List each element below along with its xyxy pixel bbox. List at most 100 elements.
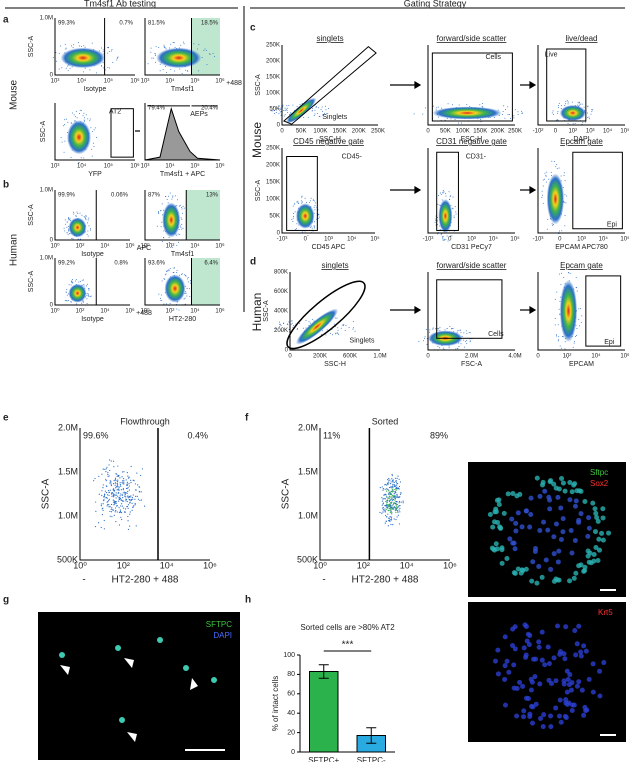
x-tick-label: 10⁴ [190,243,200,250]
scatter-dot [284,114,286,116]
scatter-dot [296,223,298,225]
scatter-dot [129,525,131,527]
cell [539,657,545,663]
scatter-dot [88,288,90,290]
scatter-dot [381,512,383,514]
scatter-dot [114,482,117,484]
scatter-dot [65,48,67,50]
scatter-dot [80,157,82,159]
x-tick-label: -10³ [277,237,288,243]
scatter-dot [181,218,183,220]
scatter-dot [586,112,588,114]
scatter-dot [510,117,512,119]
scatter-dot [64,223,66,225]
scatter-dot [73,114,75,116]
scatter-dot [171,246,173,248]
scatter-dot [434,221,436,223]
scatter-dot [169,268,171,270]
scatter-dot [68,284,70,286]
scatter-dot [390,518,393,520]
cell [515,510,521,516]
cell [527,632,533,638]
scatter-dot [586,117,588,119]
scatter-dot [108,492,110,494]
scatter-dot [118,511,121,514]
scatter-dot [565,202,567,204]
cell [564,668,570,674]
header: Tm4sf1 Ab testing [84,0,156,8]
scatter-dot [208,53,210,55]
plot-title: singlets [321,261,348,270]
x-axis-label: SSC-H [319,136,341,143]
scatter-dot [73,211,75,213]
scatter-dot [113,490,115,492]
scatter-dot [591,109,593,111]
scatter-dot [165,303,167,305]
gate [585,275,622,347]
x-axis-label: Isotype [81,251,104,258]
cell [581,712,587,718]
scatter-dot [91,155,93,157]
scatter-dot [387,504,389,506]
scatter-dot [398,509,400,511]
scatter-dot [140,491,142,493]
cell [536,639,542,645]
scatter-dot [438,194,440,196]
scatter-dot [183,207,185,209]
scatter-dot [110,50,112,52]
scatter-dot [76,117,78,119]
scatter-dot [80,110,82,112]
scatter-dot [162,68,164,70]
scatter-dot [389,502,392,504]
scatter-dot [395,488,397,491]
cell [578,653,584,659]
cell [502,676,508,682]
scatter-dot [133,480,135,482]
scatter-dot [87,293,89,295]
scatter-dot [88,217,90,219]
scatter-dot [107,52,109,54]
cell [510,643,516,649]
scatter-dot [92,130,94,132]
scatter-dot [103,528,105,530]
scatter-dot [321,111,323,113]
cell [529,720,535,726]
scatter-dot [85,216,87,218]
scatter-dot [111,516,113,518]
scatter-dot [114,501,116,503]
scatter-dot [513,115,515,117]
scatter-dot [183,298,185,300]
scatter-dot [560,107,562,109]
scatter-dot [395,484,398,486]
scatter-dot [181,212,183,214]
scatter-dot [480,121,482,123]
scatter-dot [283,109,285,111]
scatter-dot [114,503,116,505]
x-tick-label: 10⁴ [347,236,357,243]
scatter-dot [182,227,184,229]
cell [517,679,523,685]
scatter-dot [180,226,182,228]
x-axis-label: - [322,575,325,586]
x-tick-label: 0 [558,237,562,243]
scatter-dot [434,218,436,220]
scatter-dot [129,498,131,501]
scatter-dot [113,501,115,503]
scatter-dot [556,291,558,293]
scatter-dot [82,115,84,117]
scatter-dot [123,471,125,473]
axes [427,272,515,351]
gate-label: Epi [604,339,615,346]
scatter-dot [381,500,384,502]
scatter-dot [391,513,393,515]
scatter-dot [168,242,170,244]
scatter-dot [557,104,559,106]
percent-label: 87% [148,193,161,199]
cell [590,661,596,667]
scatter-dot [292,104,294,106]
scatter-dot [303,116,305,118]
scatter-dot [65,291,67,293]
scatter-dot [337,332,339,334]
